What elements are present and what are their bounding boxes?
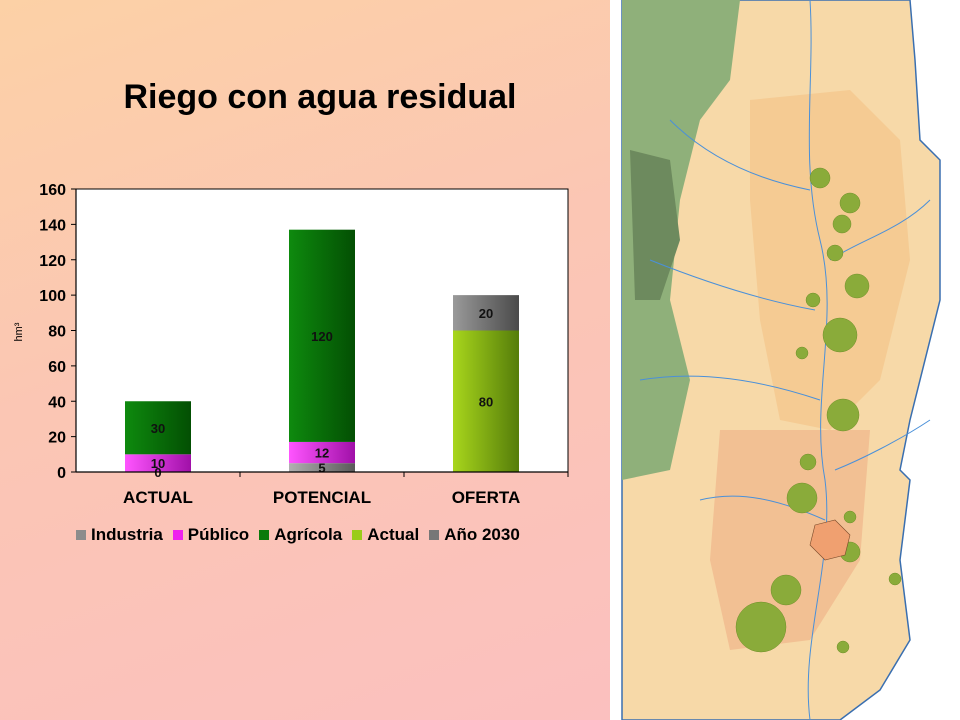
legend-label-publico: Público [187, 525, 250, 544]
data-label-ano-2030-oferta: 20 [479, 306, 493, 321]
x-tick-label-actual: ACTUAL [123, 488, 193, 507]
chart-legend: Industria Público Agrícola Actual Año 2030 [76, 524, 568, 546]
bar-actual-oferta [453, 330, 519, 472]
legend-swatch-industria [76, 530, 86, 540]
legend-item-actual: Actual [352, 525, 419, 545]
page-title: Riego con agua residual [123, 78, 517, 116]
data-label-publico-actual: 10 [151, 456, 165, 471]
y-tick-label: 0 [57, 465, 66, 482]
stacked-bar-chart: 0 10 30 512 120 80 20 0 20 40 60 80 100 120 140 160 AC… [13, 182, 569, 507]
legend-item-ano-2030: Año 2030 [429, 525, 520, 545]
data-label-industria-potencial: 5 [318, 461, 325, 476]
x-tick-label-oferta: OFERTA [452, 488, 521, 507]
legend-item-agricola: Agrícola [259, 525, 342, 545]
y-tick-label: 120 [39, 253, 66, 270]
legend-label-agricola: Agrícola [274, 525, 343, 544]
river-basin-map [610, 0, 960, 720]
x-axis: ACTUAL POTENCIAL OFERTA [123, 472, 569, 507]
data-label-publico-potencial: 12 [315, 446, 329, 461]
legend-swatch-publico [172, 530, 183, 540]
bar-agricola-potencial [289, 229, 355, 442]
bar-agricola-actual [125, 401, 191, 455]
y-tick-label: 40 [48, 394, 66, 411]
legend-swatch-agricola [259, 530, 270, 540]
y-tick-label: 100 [39, 288, 66, 305]
data-label-actual-oferta: 80 [479, 394, 493, 409]
y-tick-label: 160 [39, 182, 66, 199]
y-axis-label: hm³ [13, 322, 25, 341]
legend-item-industria: Industria [76, 525, 163, 545]
legend-item-publico: Público [172, 525, 250, 545]
y-tick-label: 60 [48, 359, 66, 376]
bar-publico-potencial [289, 441, 355, 464]
bar-ano-2030-oferta [453, 295, 519, 331]
legend-label-ano-2030: Año 2030 [444, 525, 520, 544]
y-tick-label: 80 [48, 324, 66, 341]
legend-swatch-ano-2030 [429, 530, 440, 540]
legend-label-actual: Actual [367, 525, 420, 544]
y-tick-label: 140 [39, 217, 66, 234]
bar-publico-actual [125, 454, 191, 472]
y-axis: 0 20 40 60 80 100 120 140 160 [39, 182, 76, 482]
bar-group [125, 229, 519, 472]
x-tick-label-potencial: POTENCIAL [273, 488, 371, 507]
y-tick-label: 20 [48, 430, 66, 447]
legend-swatch-actual [352, 530, 363, 540]
bar-industria-potencial [289, 463, 355, 472]
legend-label-industria: Industria [91, 525, 163, 544]
data-label-agricola-potencial: 120 [311, 329, 333, 344]
data-label-agricola-actual: 30 [151, 421, 165, 436]
